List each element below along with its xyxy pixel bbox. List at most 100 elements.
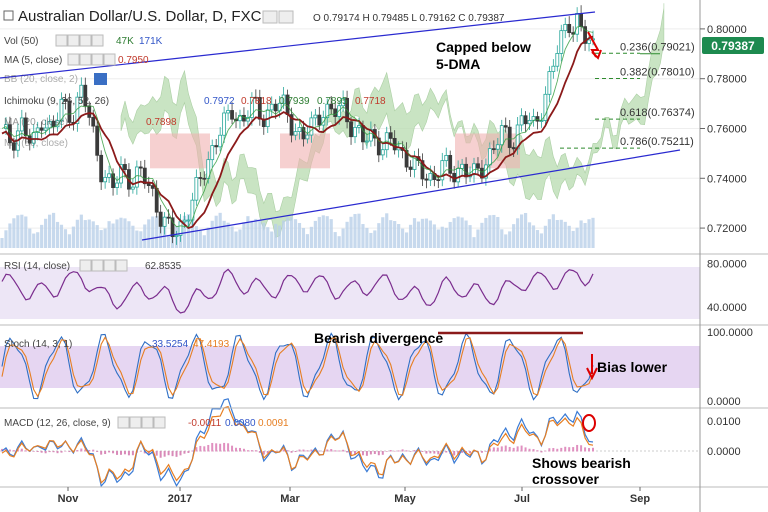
stoch-d-line: [1, 336, 594, 398]
volume-bar: [210, 220, 214, 248]
macd-hist-bar: [476, 450, 479, 452]
volume-bar: [186, 214, 191, 248]
candle-body: [146, 183, 151, 186]
macd-hist-bar: [584, 447, 587, 452]
macd-hist-bar: [338, 450, 341, 452]
bb-legend[interactable]: BB (20, close, 2): [4, 74, 78, 85]
volume-bar: [234, 231, 238, 248]
volume-bar: [274, 223, 278, 248]
bb-color-icon[interactable]: [94, 73, 107, 85]
candle-body: [333, 108, 338, 117]
x-axis-label: Nov: [58, 493, 80, 505]
volume-bar: [139, 231, 143, 248]
vol-controls[interactable]: [55, 34, 104, 47]
macd-hist-bar: [298, 449, 301, 452]
ma20-legend[interactable]: MA (20, close): [4, 117, 68, 128]
volume-bar: [36, 232, 40, 248]
macd-hist-bar: [171, 451, 174, 457]
candle-body: [408, 166, 413, 170]
macd-hist-bar: [536, 450, 539, 452]
volume-bar: [547, 219, 551, 248]
ma5-controls[interactable]: [67, 53, 116, 66]
stoch-axis-label: 100.0000: [707, 327, 753, 339]
macd-hist-bar: [425, 451, 428, 454]
candle-body: [460, 163, 465, 169]
macd-legend[interactable]: MACD (12, 26, close, 9): [4, 418, 111, 429]
macd-hist-bar: [389, 450, 392, 452]
volume-bar: [420, 218, 425, 248]
volume-bar: [309, 226, 313, 248]
macd-hist-bar: [556, 448, 559, 452]
volume-bar: [270, 231, 274, 248]
macd-hist-bar: [274, 451, 277, 452]
candle-body: [436, 179, 441, 181]
candle-body: [119, 164, 123, 184]
price-badge: 0.79387: [711, 39, 755, 53]
rsi-controls[interactable]: [79, 259, 128, 272]
capped-annotation: Capped below 5-DMA: [436, 39, 535, 72]
macd-hist-bar: [76, 450, 79, 452]
macd-hist-bar: [433, 451, 436, 454]
volume-bar: [404, 232, 409, 248]
vol-legend[interactable]: Vol (50): [4, 36, 38, 47]
macd-hist-bar: [179, 451, 182, 456]
volume-bar: [527, 222, 532, 248]
volume-bar: [365, 227, 369, 248]
candle-body: [43, 127, 48, 131]
volume-bar: [206, 227, 210, 248]
volume-bar: [531, 225, 536, 248]
x-axis-label: 2017: [168, 493, 192, 505]
volume-bar: [59, 224, 64, 248]
macd-hist-bar: [100, 451, 103, 455]
candle-body: [158, 211, 163, 227]
candle-body: [123, 164, 127, 171]
volume-bar: [51, 212, 56, 248]
ichimoku-v4: 0.7895: [317, 96, 348, 107]
candle-body: [293, 131, 298, 136]
vol-value-2: 171K: [139, 36, 163, 47]
eye-icon[interactable]: [262, 10, 278, 24]
macd-hist-bar: [429, 451, 432, 454]
candle-body: [39, 127, 44, 131]
candle-body: [579, 13, 584, 28]
volume-bar: [464, 220, 468, 248]
collapse-icon[interactable]: [3, 10, 14, 21]
macd-hist-bar: [44, 451, 47, 454]
rsi-legend[interactable]: RSI (14, close): [4, 261, 70, 272]
candle-body: [281, 94, 286, 104]
rsi-series: 80.0000 40.0000: [1, 258, 747, 314]
macd-hist-bar: [532, 449, 535, 452]
volume-bar: [202, 235, 206, 248]
volume-bar: [4, 230, 8, 248]
settings-icon[interactable]: [278, 10, 294, 24]
volume-bar: [349, 216, 353, 248]
stoch-value-1: 33.5254: [152, 339, 189, 350]
ichimoku-legend[interactable]: Ichimoku (9, 26, 52, 26): [4, 96, 109, 107]
macd-hist-bar: [262, 451, 265, 455]
ma50-legend[interactable]: MA (50, close): [4, 138, 68, 149]
ichimoku-cloud: [120, 3, 665, 238]
macd-hist-bar: [56, 451, 59, 454]
channel-lower-line: [141, 149, 681, 241]
fib-label: 0.786(0.75211): [620, 136, 694, 148]
x-axis-label: Sep: [630, 493, 650, 505]
volume-bar: [246, 216, 250, 248]
stoch-legend[interactable]: Stoch (14, 3, 1): [4, 339, 72, 350]
ma5-legend[interactable]: MA (5, close): [4, 55, 62, 66]
macd-hist-bar: [36, 451, 39, 452]
volume-bar: [155, 215, 159, 248]
candle-body: [464, 163, 468, 178]
macd-hist-bar: [286, 450, 289, 452]
macd-controls[interactable]: [117, 416, 166, 429]
macd-hist-bar: [167, 451, 170, 456]
volume-bar: [432, 224, 436, 248]
candle-body: [210, 145, 215, 161]
candle-body: [142, 167, 147, 185]
volume-bar: [258, 219, 262, 248]
channel-upper-line: [0, 11, 596, 79]
candle-body: [365, 140, 369, 143]
candle-body: [194, 177, 199, 201]
candle-body: [535, 116, 540, 122]
macd-hist-bar: [104, 451, 107, 455]
